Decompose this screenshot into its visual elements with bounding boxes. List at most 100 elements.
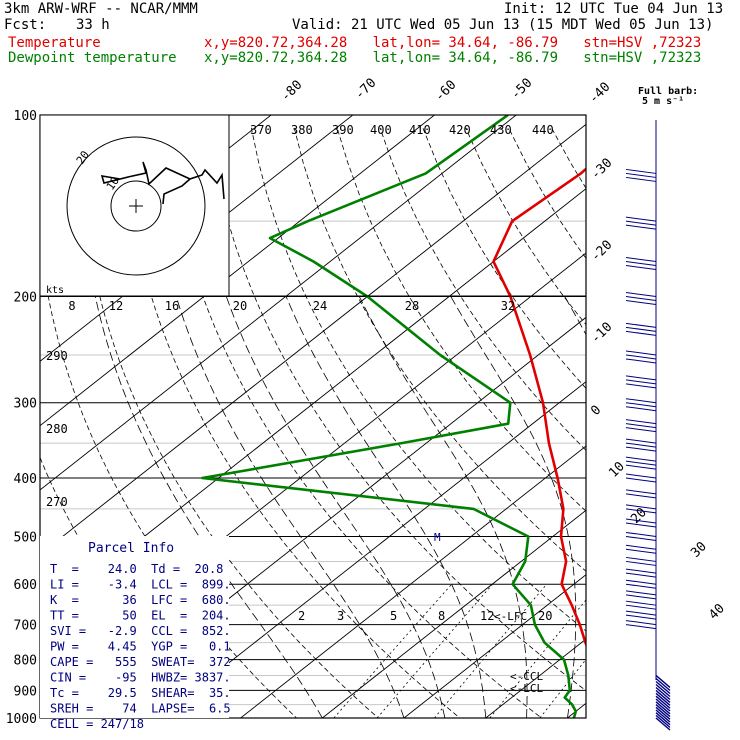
forecast-label: Fcst:: [4, 17, 47, 33]
dewpoint-point: [472, 508, 475, 510]
wind-barb-low: [655, 689, 671, 703]
parcel-info-row: T = 24.0 Td = 20.8: [50, 562, 223, 576]
wind-barb-low: [655, 680, 671, 695]
wind-barb-low: [655, 686, 671, 701]
wind-barb-flag: [625, 168, 657, 174]
wind-barb-flag: [625, 446, 657, 452]
wind-barb-flag: [625, 322, 657, 328]
isotherm--80: [40, 115, 517, 491]
wind-barb-flag: [625, 292, 657, 298]
temperature-point: [492, 260, 495, 263]
isotherm-label: 10: [606, 459, 628, 481]
parcel-info-row: SREH = 74 LAPSE= 6.5: [50, 702, 231, 716]
wind-barb-flag: [625, 406, 657, 412]
dewpoint-point: [269, 237, 271, 239]
isotherm-label: 30: [688, 539, 710, 561]
wind-barb-flag: [625, 300, 657, 306]
dry-adiabat-390: [594, 128, 740, 731]
barb-scale-label-1: Full barb:: [638, 86, 698, 97]
moist-adiabat-0: [175, 296, 405, 718]
temperature-point: [556, 477, 559, 479]
parcel-info-row: Tc = 29.5 SHEAR= 35.: [50, 686, 231, 700]
isotherm--100: [40, 115, 354, 362]
temperature-point: [599, 717, 601, 719]
wind-barb-flag: [625, 358, 657, 364]
isotherm-40: [715, 87, 740, 730]
wind-barb-flag: [625, 427, 657, 433]
dry-adiabat-280: [122, 127, 461, 718]
wind-barb-flag: [625, 464, 657, 470]
dewpoint-point: [569, 689, 571, 692]
annotation-lcl: <-LCL: [510, 682, 543, 695]
hodograph-speed-label: 16: [165, 299, 179, 313]
isotherm--70: [40, 123, 586, 555]
pressure-tick-label: 200: [14, 291, 37, 306]
wind-barb-flag: [625, 477, 657, 483]
wind-barb-flag: [625, 354, 657, 360]
wind-barb-low: [655, 709, 671, 723]
isotherm-label: -10: [588, 320, 615, 347]
dewpoint-location: x,y=820.72,364.28 lat,lon= 34.64, -86.79…: [204, 50, 702, 66]
dry-adiabat-label: 270: [46, 495, 68, 509]
dewpoint-profile: [200, 115, 578, 718]
dry-adiabat-420: [723, 128, 740, 731]
mixing-ratio-3: [376, 583, 493, 718]
wind-barb-low: [655, 717, 671, 731]
wind-barb-low: [655, 712, 671, 726]
dry-adiabat-label: 280: [46, 422, 68, 436]
parcel-info-title: Parcel Info: [88, 541, 174, 556]
wind-barb-flag: [625, 518, 657, 524]
moist-adiabat-20: [450, 296, 577, 718]
wind-barb-flag: [625, 216, 657, 222]
dry-adiabat-label: 370: [250, 123, 272, 137]
dry-adiabat-label: 440: [532, 123, 554, 137]
wind-barb-flag: [625, 265, 657, 271]
temperature-point: [607, 697, 609, 699]
dry-adiabat-290: [165, 127, 543, 718]
parcel-info-box: Parcel Info T = 24.0 Td = 20.8 LI = -3.4 …: [40, 536, 231, 731]
temperature-point: [646, 114, 648, 116]
isotherm-0: [403, 574, 586, 718]
wind-barb-flag: [625, 375, 657, 381]
isotherm--20: [239, 445, 586, 718]
wind-barb-flag: [625, 379, 657, 385]
hodograph-trace: [100, 161, 225, 205]
wind-barb-flag: [625, 560, 657, 566]
dewpoint-point: [307, 220, 309, 222]
wind-barb-flag: [625, 493, 657, 499]
wind-barb-flag: [625, 176, 657, 182]
temperature-point: [571, 604, 573, 606]
temperature-point: [598, 690, 600, 692]
pressure-tick-label: 900: [14, 684, 37, 699]
isotherm--10: [321, 509, 586, 718]
wind-barb-flag: [625, 419, 657, 425]
dewpoint-point: [509, 401, 512, 404]
wind-barb-flag: [625, 604, 657, 610]
wind-barb-flag: [625, 438, 657, 444]
dry-adiabat-label: 430: [490, 123, 512, 137]
wind-barb-low: [655, 677, 671, 692]
wind-barb-low: [655, 695, 671, 709]
isotherm-label: 40: [706, 601, 728, 623]
moist-adiabat-5: [225, 296, 446, 718]
dry-adiabat-310: [250, 127, 586, 632]
wind-barb-flag: [625, 535, 657, 541]
hodograph-speed-label: 20: [233, 299, 247, 313]
wind-barb-low: [655, 683, 671, 698]
wind-barb-flag: [625, 508, 657, 514]
wind-barb-flag: [625, 402, 657, 408]
dewpoint-point: [507, 422, 510, 425]
barb-scale-label-2: 5 m s⁻¹: [642, 96, 684, 107]
hodograph-speed-label: 28: [405, 299, 419, 313]
dewpoint-point: [530, 604, 532, 606]
wind-barb-flag: [625, 296, 657, 302]
dry-adiabat-410: [680, 128, 740, 731]
wind-barb-flag: [625, 548, 657, 554]
wind-barb-flag: [625, 504, 657, 510]
wind-barb-flag: [625, 568, 657, 574]
moist-adiabat-15: [358, 296, 528, 718]
forecast-hour: 33 h: [76, 17, 110, 33]
dewpoint-point: [543, 641, 546, 644]
isotherm--90: [40, 115, 436, 427]
